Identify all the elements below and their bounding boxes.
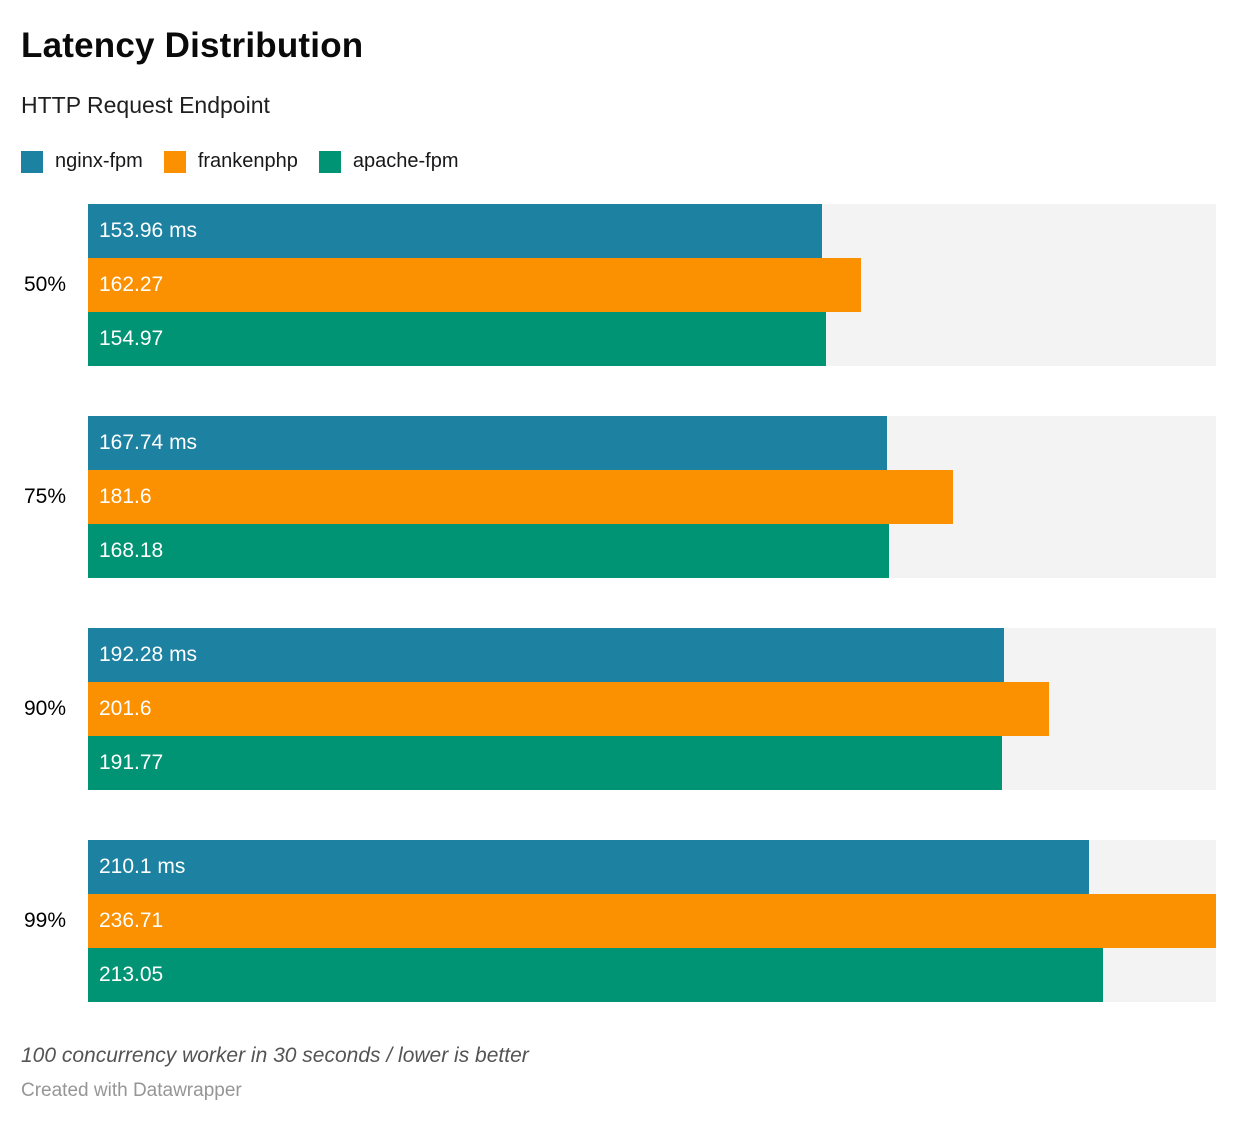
chart-title: Latency Distribution (21, 26, 364, 65)
bar-nginx-fpm: 153.96 ms (88, 204, 822, 258)
category-label: 90% (23, 697, 66, 720)
bar-value-label: 162.27 (99, 273, 164, 296)
bar-value-label: 236.71 (99, 909, 164, 932)
bar-track: 192.28 ms (88, 628, 1216, 682)
bar-value-label: 210.1 ms (99, 855, 186, 878)
bar-apache-fpm: 191.77 (88, 736, 1002, 790)
bar-value-label: 191.77 (99, 751, 164, 774)
chart-area: 50% 153.96 ms 162.27 154.97 75% 167.74 ms 181.… (0, 204, 1240, 1002)
legend-label: frankenphp (197, 150, 298, 172)
bar-value-label: 167.74 ms (99, 431, 198, 454)
bar-value-label: 201.6 (99, 697, 152, 720)
legend-item-frankenphp: frankenphp (163, 150, 298, 173)
bar-track-column: 192.28 ms 201.6 191.77 (88, 628, 1216, 790)
bar-nginx-fpm: 167.74 ms (88, 416, 888, 470)
bar-value-label: 168.18 (99, 539, 164, 562)
bar-frankenphp: 162.27 (88, 258, 862, 312)
legend-label: apache-fpm (352, 150, 459, 172)
bar-track-column: 153.96 ms 162.27 154.97 (88, 204, 1216, 366)
bar-track: 168.18 (88, 524, 1216, 578)
legend-item-apache-fpm: apache-fpm (318, 150, 459, 173)
bar-group: 50% 153.96 ms 162.27 154.97 (0, 204, 1240, 366)
bar-group: 90% 192.28 ms 201.6 191.77 (0, 628, 1240, 790)
bar-track: 191.77 (88, 736, 1216, 790)
bar-track: 213.05 (88, 948, 1216, 1002)
bar-track: 201.6 (88, 682, 1216, 736)
legend-item-nginx-fpm: nginx-fpm (21, 150, 143, 173)
bar-value-label: 153.96 ms (99, 219, 198, 242)
bar-track: 153.96 ms (88, 204, 1216, 258)
bar-value-label: 154.97 (99, 327, 164, 350)
bar-track-column: 167.74 ms 181.6 168.18 (88, 416, 1216, 578)
bar-track: 181.6 (88, 470, 1216, 524)
legend-swatch-icon (318, 150, 341, 173)
bar-nginx-fpm: 210.1 ms (88, 840, 1090, 894)
legend: nginx-fpm frankenphp apache-fpm (21, 150, 1240, 173)
bar-track-column: 210.1 ms 236.71 213.05 (88, 840, 1216, 1002)
bar-frankenphp: 201.6 (88, 682, 1049, 736)
datawrapper-attribution-link[interactable]: Created with Datawrapper (21, 1080, 242, 1101)
bar-track: 167.74 ms (88, 416, 1216, 470)
bar-apache-fpm: 168.18 (88, 524, 890, 578)
bar-apache-fpm: 154.97 (88, 312, 827, 366)
chart-footer: 100 concurrency worker in 30 seconds / l… (21, 1045, 1216, 1101)
bar-value-label: 192.28 ms (99, 643, 198, 666)
bar-group: 75% 167.74 ms 181.6 168.18 (0, 416, 1240, 578)
bar-frankenphp: 236.71 (88, 894, 1216, 948)
legend-swatch-icon (163, 150, 186, 173)
legend-label: nginx-fpm (55, 150, 143, 172)
bar-track: 236.71 (88, 894, 1216, 948)
chart-subtitle: HTTP Request Endpoint (21, 92, 270, 118)
category-label: 50% (23, 273, 66, 296)
bar-nginx-fpm: 192.28 ms (88, 628, 1005, 682)
bar-apache-fpm: 213.05 (88, 948, 1104, 1002)
footer-note: 100 concurrency worker in 30 seconds / l… (21, 1044, 529, 1067)
chart-header: Latency Distribution HTTP Request Endpoi… (0, 0, 1240, 117)
legend-swatch-icon (21, 150, 43, 173)
bar-track: 210.1 ms (88, 840, 1216, 894)
bar-value-label: 213.05 (99, 963, 164, 986)
bar-value-label: 181.6 (99, 485, 152, 508)
category-label: 75% (23, 485, 66, 508)
bar-group: 99% 210.1 ms 236.71 213.05 (0, 840, 1240, 1002)
bar-frankenphp: 181.6 (88, 470, 954, 524)
category-label: 99% (23, 909, 66, 932)
bar-track: 162.27 (88, 258, 1216, 312)
bar-track: 154.97 (88, 312, 1216, 366)
